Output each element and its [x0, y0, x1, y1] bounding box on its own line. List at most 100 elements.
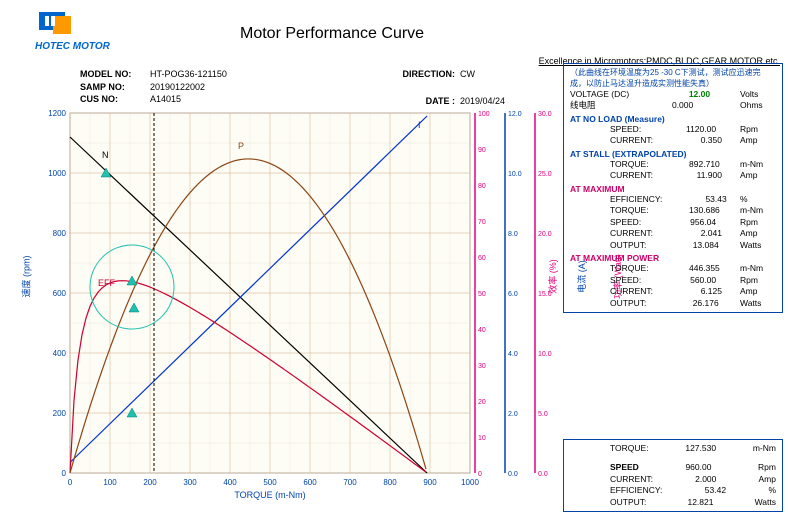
st-curr-l: CURRENT: [570, 170, 653, 181]
svg-text:6.0: 6.0 [508, 291, 518, 298]
b-eff-l: EFFICIENCY: [570, 485, 662, 496]
svg-text:I: I [418, 120, 421, 130]
stall-heading: AT STALL (EXTRAPOLATED) [570, 149, 776, 159]
cus-label: CUS NO: [80, 93, 150, 106]
b-torq-l: TORQUE: [570, 443, 649, 454]
mx-torq-u: m-Nm [736, 205, 776, 216]
svg-text:40: 40 [478, 327, 486, 334]
mp-curr-l: CURRENT: [570, 286, 653, 297]
page-title: Motor Performance Curve [240, 25, 424, 43]
mp-torq-l: TORQUE: [570, 263, 649, 274]
svg-text:800: 800 [383, 478, 397, 487]
svg-text:12.0: 12.0 [508, 111, 522, 118]
mp-out-l: OUTPUT: [570, 298, 646, 309]
mx-speed-l: SPEED: [570, 217, 641, 228]
svg-text:2.0: 2.0 [508, 411, 518, 418]
resist-label: 线电阻 [570, 100, 596, 111]
mx-curr-u: Amp [736, 228, 776, 239]
nl-speed-v: 1120.00 [661, 124, 716, 135]
b-torq-u: m-Nm [753, 443, 776, 454]
svg-text:0: 0 [68, 478, 73, 487]
svg-text:10: 10 [478, 435, 486, 442]
svg-text:1000: 1000 [461, 478, 479, 487]
mp-out-u: Watts [736, 298, 776, 309]
svg-text:60: 60 [478, 255, 486, 262]
model-value: HT-POG36-121150 [150, 69, 227, 79]
b-curr-v: 2.000 [695, 474, 716, 485]
mp-speed-l: SPEED: [570, 275, 641, 286]
mp-speed-v: 560.00 [661, 275, 716, 286]
svg-text:500: 500 [263, 478, 277, 487]
svg-text:200: 200 [143, 478, 157, 487]
b-torq-v: 127.530 [685, 443, 716, 454]
svg-text:20.0: 20.0 [538, 231, 552, 238]
svg-text:0: 0 [478, 471, 482, 478]
mx-speed-u: Rpm [736, 217, 776, 228]
brand-text: HOTEC MOTOR [35, 41, 110, 52]
b-eff-v: 53.42 [705, 485, 726, 496]
svg-text:25.0: 25.0 [538, 171, 552, 178]
nl-curr-u: Amp [736, 135, 776, 146]
svg-text:20: 20 [478, 399, 486, 406]
svg-text:30.0: 30.0 [538, 111, 552, 118]
st-curr-u: Amp [736, 170, 776, 181]
nl-curr-v: 0.350 [667, 135, 722, 146]
samp-value: 20190122002 [150, 82, 205, 92]
nl-speed-l: SPEED: [570, 124, 641, 135]
performance-chart: 0100200300400500600700800900100002004006… [45, 108, 565, 503]
svg-text:100: 100 [478, 111, 490, 118]
st-torq-v: 892.710 [665, 159, 720, 170]
samp-label: SAMP NO: [80, 81, 150, 94]
svg-text:400: 400 [223, 478, 237, 487]
brand-logo: HOTEC MOTOR [35, 8, 110, 52]
svg-text:4.0: 4.0 [508, 351, 518, 358]
mx-out-v: 13.084 [664, 240, 719, 251]
svg-text:8.0: 8.0 [508, 231, 518, 238]
mp-torq-u: m-Nm [736, 263, 776, 274]
b-out-u: Watts [755, 497, 776, 508]
mx-curr-l: CURRENT: [570, 228, 653, 239]
svg-text:80: 80 [478, 183, 486, 190]
svg-text:900: 900 [423, 478, 437, 487]
mx-torq-l: TORQUE: [570, 205, 649, 216]
st-torq-l: TORQUE: [570, 159, 649, 170]
cus-value: A14015 [150, 94, 181, 104]
voltage-unit: Volts [736, 89, 776, 100]
mx-torq-v: 130.686 [665, 205, 720, 216]
b-speed-l: SPEED [570, 462, 639, 473]
mx-out-l: OUTPUT: [570, 240, 646, 251]
note-chinese: （此曲线在环境温度为25 -30 C下测试，测试应迅速完成，以防止马达温升造成实… [570, 67, 776, 89]
mx-eff-v: 53.43 [672, 194, 727, 205]
svg-text:50: 50 [478, 291, 486, 298]
b-out-v: 12.821 [687, 497, 713, 508]
svg-text:70: 70 [478, 219, 486, 226]
voltage-label: VOLTAGE (DC) [570, 89, 629, 100]
svg-text:0.0: 0.0 [508, 471, 518, 478]
y-axis-speed-label: 速度 (rpm) [20, 256, 33, 298]
bottom-spec-panel: TORQUE:127.530m-Nm SPEED960.00Rpm CURREN… [563, 439, 783, 512]
b-curr-l: CURRENT: [570, 474, 653, 485]
svg-text:1200: 1200 [48, 109, 66, 118]
spec-panel: （此曲线在环境温度为25 -30 C下测试，测试应迅速完成，以防止马达温升造成实… [563, 63, 783, 313]
date-value: 2019/04/24 [460, 96, 505, 106]
b-speed-u: Rpm [758, 462, 776, 473]
svg-text:200: 200 [53, 409, 67, 418]
svg-text:15.0: 15.0 [538, 291, 552, 298]
nl-speed-u: Rpm [736, 124, 776, 135]
mx-eff-u: % [736, 194, 776, 205]
b-out-l: OUTPUT: [570, 497, 646, 508]
direction-value: CW [460, 69, 475, 79]
resist-value: 0.000 [638, 100, 693, 111]
mx-out-u: Watts [736, 240, 776, 251]
mx-speed-v: 956.04 [661, 217, 716, 228]
mp-out-v: 26.176 [664, 298, 719, 309]
svg-text:800: 800 [53, 229, 67, 238]
svg-text:100: 100 [103, 478, 117, 487]
svg-text:0: 0 [62, 469, 67, 478]
svg-text:N: N [102, 150, 109, 160]
svg-text:10.0: 10.0 [538, 351, 552, 358]
st-torq-u: m-Nm [736, 159, 776, 170]
svg-text:600: 600 [303, 478, 317, 487]
svg-text:1000: 1000 [48, 169, 66, 178]
svg-text:10.0: 10.0 [508, 171, 522, 178]
